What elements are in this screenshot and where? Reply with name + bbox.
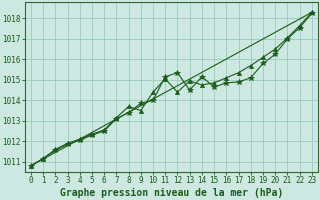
X-axis label: Graphe pression niveau de la mer (hPa): Graphe pression niveau de la mer (hPa) — [60, 188, 283, 198]
